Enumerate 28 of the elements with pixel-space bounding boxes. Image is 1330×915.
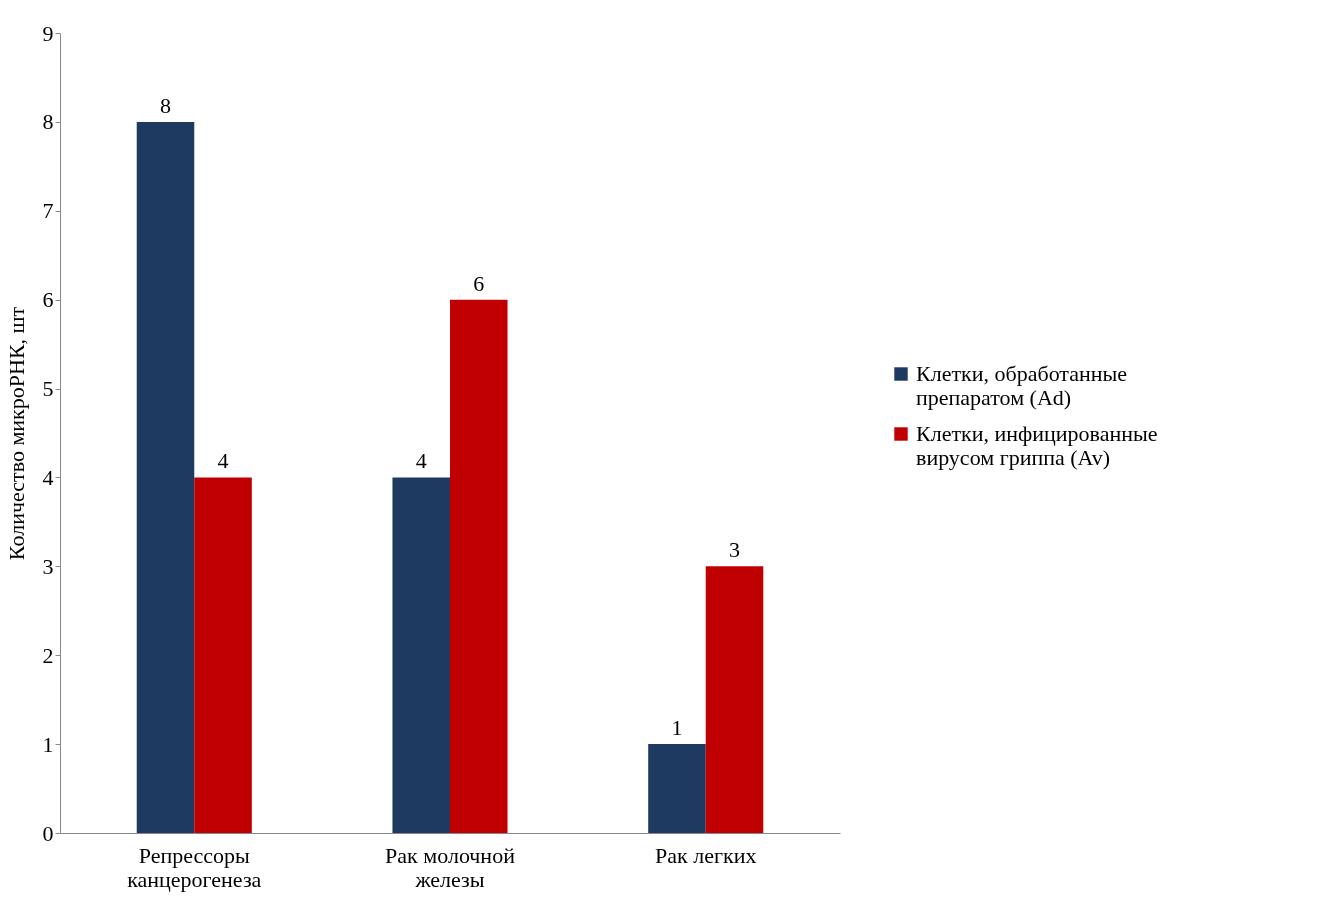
y-tick-label: 9 bbox=[42, 20, 54, 46]
y-tick-label: 6 bbox=[42, 287, 54, 313]
data-label: 8 bbox=[159, 92, 171, 118]
y-tick-label: 4 bbox=[42, 464, 54, 490]
data-label: 4 bbox=[415, 448, 427, 474]
bar bbox=[392, 477, 450, 833]
y-axis-title: Количество микроРНК, шт bbox=[3, 306, 29, 561]
bar bbox=[136, 121, 195, 833]
data-label: 3 bbox=[729, 537, 741, 563]
x-tick-label: Рак молочной железы bbox=[385, 842, 516, 892]
bar bbox=[705, 566, 764, 833]
data-label: 6 bbox=[473, 270, 485, 296]
y-tick-label: 3 bbox=[42, 553, 54, 579]
y-tick-label: 2 bbox=[42, 642, 54, 668]
y-tick-label: 5 bbox=[42, 376, 54, 402]
x-tick-label: Репрессоры канцерогенеза bbox=[127, 842, 262, 892]
bar bbox=[648, 744, 706, 833]
legend-label: Клетки, обработанные препаратом (Ad) bbox=[916, 361, 1128, 410]
x-tick-label: Рак легких bbox=[655, 842, 757, 868]
y-tick-label: 7 bbox=[42, 198, 54, 224]
data-label: 4 bbox=[217, 448, 229, 474]
bar bbox=[450, 299, 508, 833]
data-label: 1 bbox=[671, 715, 683, 741]
y-tick-label: 0 bbox=[42, 820, 54, 846]
bar bbox=[194, 477, 252, 833]
y-tick-label: 8 bbox=[42, 109, 54, 135]
y-tick-label: 1 bbox=[42, 731, 54, 757]
legend-label: Клетки, инфицированные вирусом гриппа (Av) bbox=[916, 421, 1158, 470]
